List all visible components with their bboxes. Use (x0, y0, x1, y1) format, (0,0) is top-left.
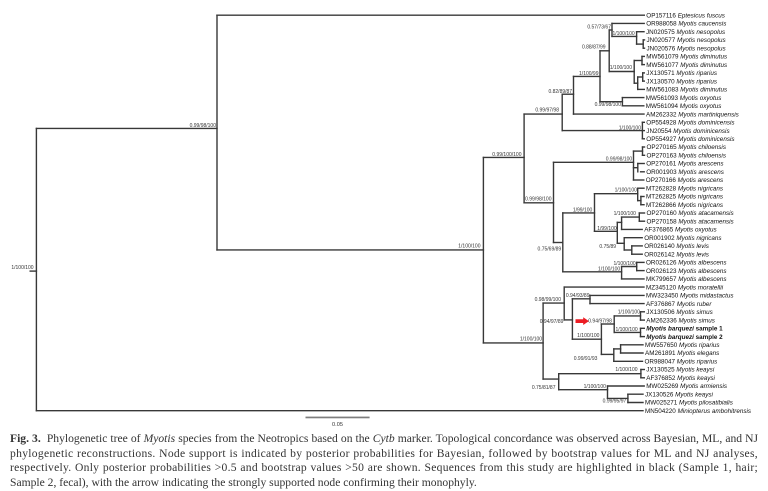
svg-text:0.57/73/67: 0.57/73/67 (587, 24, 611, 30)
svg-text:0.88/87/99: 0.88/87/99 (582, 45, 606, 51)
svg-text:1/100/99: 1/100/99 (579, 71, 599, 77)
svg-text:1/100/100: 1/100/100 (598, 267, 620, 273)
svg-text:MT262825 Myotis nigricans: MT262825 Myotis nigricans (646, 194, 724, 201)
svg-text:MZ345120 Myotis moratellii: MZ345120 Myotis moratellii (646, 284, 724, 291)
svg-text:JX130571 Myotis riparius: JX130571 Myotis riparius (646, 70, 718, 77)
svg-text:JX130526 Myotis keaysi: JX130526 Myotis keaysi (645, 391, 714, 398)
svg-text:0.99/100/100: 0.99/100/100 (492, 152, 521, 158)
svg-text:0.99/91/93: 0.99/91/93 (574, 356, 598, 362)
svg-text:OP270163 Myotis chiloensis: OP270163 Myotis chiloensis (647, 153, 727, 160)
svg-text:OP270161 Myotis arescens: OP270161 Myotis arescens (646, 161, 724, 168)
svg-text:OP270158 Myotis atacamensis: OP270158 Myotis atacamensis (647, 218, 735, 225)
svg-text:0.99/97/98: 0.99/97/98 (535, 108, 559, 114)
svg-text:0.05: 0.05 (332, 422, 343, 428)
svg-text:AM261891 Myotis elegans: AM261891 Myotis elegans (645, 350, 720, 357)
svg-text:MT262866 Myotis nigricans: MT262866 Myotis nigricans (646, 202, 724, 209)
svg-text:OR988058 Myotis caucensis: OR988058 Myotis caucensis (646, 21, 727, 28)
svg-text:OR026142 Myotis levis: OR026142 Myotis levis (644, 251, 710, 258)
svg-text:1/100/100: 1/100/100 (613, 261, 635, 267)
svg-text:MW561083 Myotis diminutus: MW561083 Myotis diminutus (646, 87, 728, 94)
svg-text:1/100/100: 1/100/100 (612, 31, 634, 37)
svg-text:JN20554 Myotis dominicensis: JN20554 Myotis dominicensis (646, 128, 730, 135)
svg-text:1/100/100: 1/100/100 (577, 333, 599, 339)
svg-text:AM262336 Myotis simus: AM262336 Myotis simus (646, 317, 715, 324)
svg-text:MW025271 Myotis pilosatibialis: MW025271 Myotis pilosatibialis (645, 400, 734, 407)
svg-text:AF376867 Myotis ruber: AF376867 Myotis ruber (646, 301, 712, 308)
svg-text:MK799657 Myotis albescens: MK799657 Myotis albescens (646, 276, 727, 283)
svg-text:1/99/100: 1/99/100 (573, 208, 593, 214)
svg-text:MW557650 Myotis riparius: MW557650 Myotis riparius (645, 342, 720, 349)
svg-text:0.94/97/98: 0.94/97/98 (588, 318, 612, 324)
svg-text:MT262828 Myotis nigricans: MT262828 Myotis nigricans (646, 185, 724, 192)
svg-text:0.98/99/100: 0.98/99/100 (535, 297, 562, 303)
svg-text:OR026126 Myotis albescens: OR026126 Myotis albescens (646, 260, 727, 267)
svg-text:OP270160 Myotis atacamensis: OP270160 Myotis atacamensis (647, 210, 735, 217)
svg-text:0.94/97/89: 0.94/97/89 (540, 319, 564, 325)
svg-text:JN020577 Myotis nesopolus: JN020577 Myotis nesopolus (647, 37, 727, 44)
svg-text:OR988047 Myotis riparius: OR988047 Myotis riparius (645, 359, 719, 366)
svg-text:AF376852 Myotis keaysi: AF376852 Myotis keaysi (646, 375, 715, 382)
svg-text:1/100/100: 1/100/100 (458, 243, 480, 249)
svg-text:OR001903 Myotis arescens: OR001903 Myotis arescens (646, 169, 725, 176)
svg-text:MW561093 Myotis oxyotus: MW561093 Myotis oxyotus (646, 95, 722, 102)
svg-text:JN020576 Myotis nesopolus: JN020576 Myotis nesopolus (647, 45, 727, 52)
svg-text:1/100/100: 1/100/100 (610, 65, 632, 71)
svg-text:Myotis barquezi sample 1: Myotis barquezi sample 1 (646, 326, 723, 333)
svg-text:1/100/100: 1/100/100 (11, 265, 33, 271)
svg-text:1/100/100: 1/100/100 (520, 337, 542, 343)
svg-text:0.75/89: 0.75/89 (599, 244, 616, 250)
svg-text:1/100/100: 1/100/100 (618, 310, 640, 316)
svg-text:MN504220 Miniopterus ambohitre: MN504220 Miniopterus ambohitrensis (645, 408, 752, 415)
svg-text:OR026140 Myotis levis: OR026140 Myotis levis (644, 243, 710, 250)
svg-text:AM262332 Myotis martiniquensis: AM262332 Myotis martiniquensis (646, 111, 740, 118)
svg-text:Myotis barquezi sample 2: Myotis barquezi sample 2 (646, 334, 723, 341)
svg-text:JX130506 Myotis simus: JX130506 Myotis simus (646, 309, 713, 316)
svg-text:0.99/98/100: 0.99/98/100 (595, 102, 622, 108)
svg-text:1/100/100: 1/100/100 (584, 384, 606, 390)
svg-text:MW561077 Myotis diminutus: MW561077 Myotis diminutus (646, 62, 728, 69)
svg-text:OP554928 Myotis dominicensis: OP554928 Myotis dominicensis (646, 120, 735, 127)
svg-text:0.99/98/100: 0.99/98/100 (525, 197, 552, 203)
svg-text:MW561079 Myotis diminutus: MW561079 Myotis diminutus (646, 54, 728, 61)
svg-text:1/99/100: 1/99/100 (597, 226, 617, 232)
svg-text:JX130570 Myotis riparius: JX130570 Myotis riparius (646, 78, 718, 85)
svg-text:MW323450 Myotis midastactus: MW323450 Myotis midastactus (646, 293, 734, 300)
svg-text:MW561094 Myotis oxyotus: MW561094 Myotis oxyotus (646, 103, 722, 110)
svg-text:OP270166 Myotis arescens: OP270166 Myotis arescens (646, 177, 724, 184)
svg-text:1/100/100: 1/100/100 (615, 327, 637, 333)
svg-text:1/100/100: 1/100/100 (615, 367, 637, 373)
svg-text:OR026123 Myotis albescens: OR026123 Myotis albescens (646, 268, 727, 275)
svg-text:1/100/100: 1/100/100 (619, 125, 641, 131)
svg-text:OP157116 Eptesicus fuscus: OP157116 Eptesicus fuscus (646, 12, 726, 19)
svg-text:0.99/98/100: 0.99/98/100 (190, 123, 217, 129)
svg-text:0.75/81/87: 0.75/81/87 (532, 385, 556, 391)
svg-text:JN020575 Myotis nesopolus: JN020575 Myotis nesopolus (646, 29, 726, 36)
svg-text:1/100/100: 1/100/100 (614, 211, 636, 217)
svg-text:0.82/89/87: 0.82/89/87 (548, 89, 572, 95)
svg-text:0.99/98/100: 0.99/98/100 (606, 156, 633, 162)
svg-text:JX130525 Myotis keaysi: JX130525 Myotis keaysi (646, 367, 715, 374)
svg-text:OP554927 Myotis dominicensis: OP554927 Myotis dominicensis (646, 136, 735, 143)
svg-text:0.94/93/89: 0.94/93/89 (566, 293, 590, 299)
svg-text:OP270165 Myotis chiloensis: OP270165 Myotis chiloensis (647, 144, 727, 151)
svg-text:0.75/69/89: 0.75/69/89 (538, 247, 562, 253)
svg-text:1/100/100: 1/100/100 (615, 188, 637, 194)
svg-text:AF376865 Myotis oxyotus: AF376865 Myotis oxyotus (644, 227, 717, 234)
svg-text:0.99/95/97: 0.99/95/97 (603, 399, 627, 405)
svg-text:OR001902 Myotis nigricans: OR001902 Myotis nigricans (644, 235, 722, 242)
svg-text:MW025269 Myotis armiensis: MW025269 Myotis armiensis (646, 383, 728, 390)
